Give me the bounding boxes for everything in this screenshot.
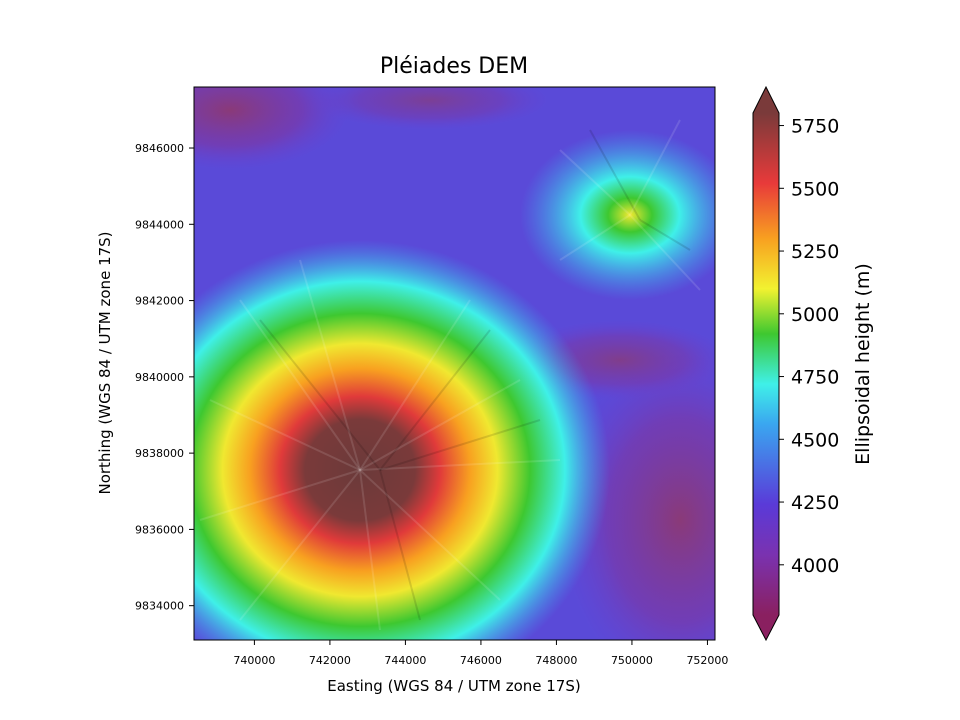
colorbar-tick-label: 4000 <box>791 555 839 577</box>
y-tick-label: 9842000 <box>135 295 184 308</box>
x-tick-label: 746000 <box>460 654 502 667</box>
y-tick-label: 9838000 <box>135 447 184 460</box>
chart-title: Pléiades DEM <box>380 54 528 79</box>
x-tick-label: 752000 <box>686 654 728 667</box>
x-axis-label: Easting (WGS 84 / UTM zone 17S) <box>327 677 580 695</box>
colorbar-tick-label: 4250 <box>791 492 839 514</box>
colorbar-tick-label: 4500 <box>791 429 839 451</box>
x-tick-label: 740000 <box>233 654 275 667</box>
colorbar-label: Ellipsoidal height (m) <box>852 263 874 465</box>
y-axis-label: Northing (WGS 84 / UTM zone 17S) <box>96 231 114 494</box>
colorbar-tick-label: 5250 <box>791 241 839 263</box>
colorbar-tick-label: 4750 <box>791 367 839 389</box>
x-tick-label: 750000 <box>611 654 653 667</box>
colorbar-tick-label: 5500 <box>791 178 839 200</box>
colorbar-extend-top <box>753 87 779 113</box>
colorbar-extend-bottom <box>753 615 779 640</box>
y-tick-label: 9844000 <box>135 218 184 231</box>
y-tick-label: 9846000 <box>135 142 184 155</box>
y-axis: 9834000 9836000 9838000 9840000 9842000 98440… <box>135 142 194 613</box>
colorbar-gradient <box>753 113 779 615</box>
colorbar-tick-label: 5750 <box>791 116 839 138</box>
colorbar-outline <box>752 85 780 642</box>
y-tick-label: 9834000 <box>135 600 184 613</box>
plot-area-frame <box>193 86 716 641</box>
y-tick-label: 9836000 <box>135 523 184 536</box>
x-tick-label: 744000 <box>384 654 426 667</box>
x-axis: 740000 742000 744000 746000 748000 750000 7520… <box>233 640 728 667</box>
x-tick-label: 742000 <box>309 654 351 667</box>
dem-raster <box>194 87 715 640</box>
y-tick-label: 9840000 <box>135 371 184 384</box>
colorbar: 4000 4250 4500 4750 5000 5250 5500 5750 Ellipso… <box>752 85 874 642</box>
colorbar-tick-label: 5000 <box>791 304 839 326</box>
x-tick-label: 748000 <box>535 654 577 667</box>
